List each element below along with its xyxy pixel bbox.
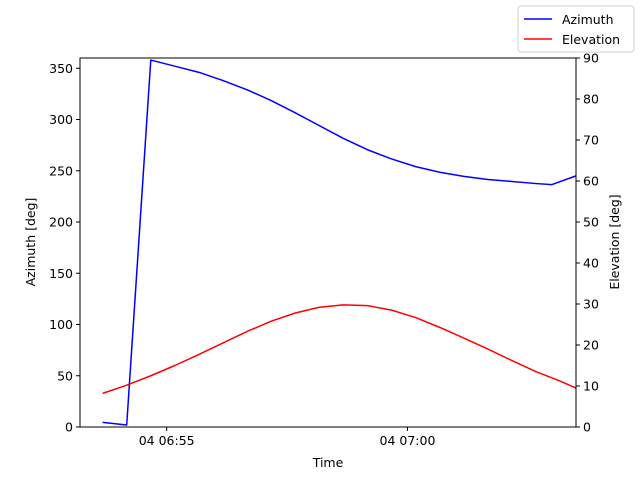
legend-azimuth-label: Azimuth <box>562 12 614 27</box>
y-axis-label-left: Azimuth [deg] <box>23 198 38 287</box>
legend: Azimuth Elevation <box>517 5 635 53</box>
y-tick-label: 300 <box>49 112 73 127</box>
y-tick-label: 150 <box>49 266 73 281</box>
y2-tick-label: 60 <box>583 174 599 189</box>
bottom-axis: 04 06:55 04 07:00 <box>139 427 436 448</box>
x-tick-label: 04 07:00 <box>380 433 436 448</box>
legend-box <box>517 5 635 53</box>
x-axis-label: Time <box>312 455 344 470</box>
y-tick-label: 200 <box>49 215 73 230</box>
left-axis: 0 50 100 150 200 250 300 350 <box>49 61 80 435</box>
y2-tick-label: 20 <box>583 338 599 353</box>
y-axis-label-right: Elevation [deg] <box>607 194 622 289</box>
y2-tick-label: 40 <box>583 256 599 271</box>
y2-tick-label: 90 <box>583 51 599 66</box>
y-tick-label: 100 <box>49 317 73 332</box>
series-layer <box>102 59 577 426</box>
y-tick-label: 350 <box>49 61 73 76</box>
y-tick-label: 0 <box>65 420 73 435</box>
y2-tick-label: 50 <box>583 215 599 230</box>
y2-tick-label: 70 <box>583 133 599 148</box>
y-tick-label: 50 <box>57 368 73 383</box>
y2-tick-label: 80 <box>583 92 599 107</box>
y2-tick-label: 10 <box>583 379 599 394</box>
series-line-elevation <box>102 304 577 395</box>
series-line-azimuth <box>102 59 577 426</box>
x-tick-label: 04 06:55 <box>139 433 195 448</box>
y2-tick-label: 30 <box>583 297 599 312</box>
plot-frame <box>79 57 577 428</box>
y2-tick-label: 0 <box>583 420 591 435</box>
right-axis: 0 10 20 30 40 50 60 70 80 90 <box>576 51 599 435</box>
y-tick-label: 250 <box>49 163 73 178</box>
legend-elevation-label: Elevation <box>562 32 620 47</box>
